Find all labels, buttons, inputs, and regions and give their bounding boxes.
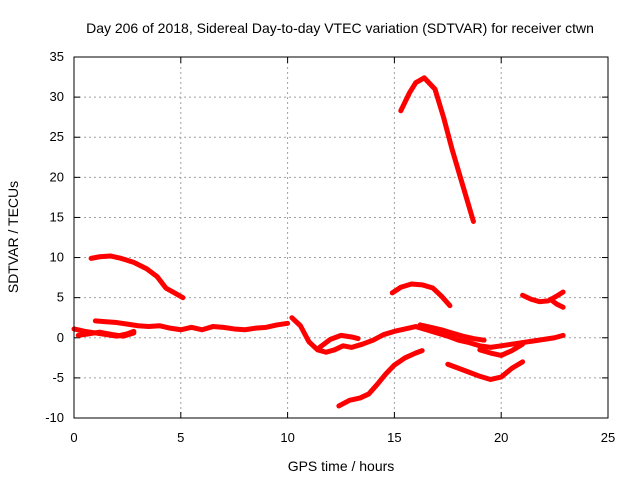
series-line-12 [477,341,526,358]
x-tick-label-5: 25 [601,430,615,445]
grid-layer [74,57,608,418]
series-line-10 [417,322,487,343]
y-tick-label-3: 5 [57,290,64,305]
y-tick-label-0: -10 [45,410,64,425]
series-line-1 [88,253,186,301]
series-line-11 [445,359,526,382]
y-axis-label: SDTVAR / TECUs [5,181,21,293]
ticks-layer: -10 -5 0 5 10 15 20 25 30 35 0 5 10 15 20 25 [45,49,615,445]
plot-area-frame [73,56,609,419]
series-line-3 [92,318,291,333]
series-line-6 [317,332,361,350]
series-line-9 [389,281,453,309]
series-line-8 [398,75,476,224]
y-tick-label-8: 30 [50,89,64,104]
x-tick-label-3: 15 [387,430,401,445]
series-line-4 [75,329,137,339]
y-tick-label-2: 0 [57,330,64,345]
y-tick-label-9: 35 [50,49,64,64]
y-tick-label-7: 25 [50,129,64,144]
series-line-5 [289,315,566,355]
x-tick-label-1: 5 [177,430,184,445]
x-axis-label: GPS time / hours [288,458,395,474]
x-tick-label-4: 20 [494,430,508,445]
chart-title: Day 206 of 2018, Sidereal Day-to-day VTE… [86,20,594,36]
x-tick-label-0: 0 [70,430,77,445]
y-tick-label-6: 20 [50,169,64,184]
x-tick-label-2: 10 [280,430,294,445]
y-tick-label-1: -5 [52,370,64,385]
series-layer [71,75,566,409]
series-line-7 [336,348,425,409]
series-line-14 [547,296,566,310]
y-tick-label-5: 15 [50,209,64,224]
y-tick-label-4: 10 [50,250,64,265]
series-line-13 [520,289,566,305]
